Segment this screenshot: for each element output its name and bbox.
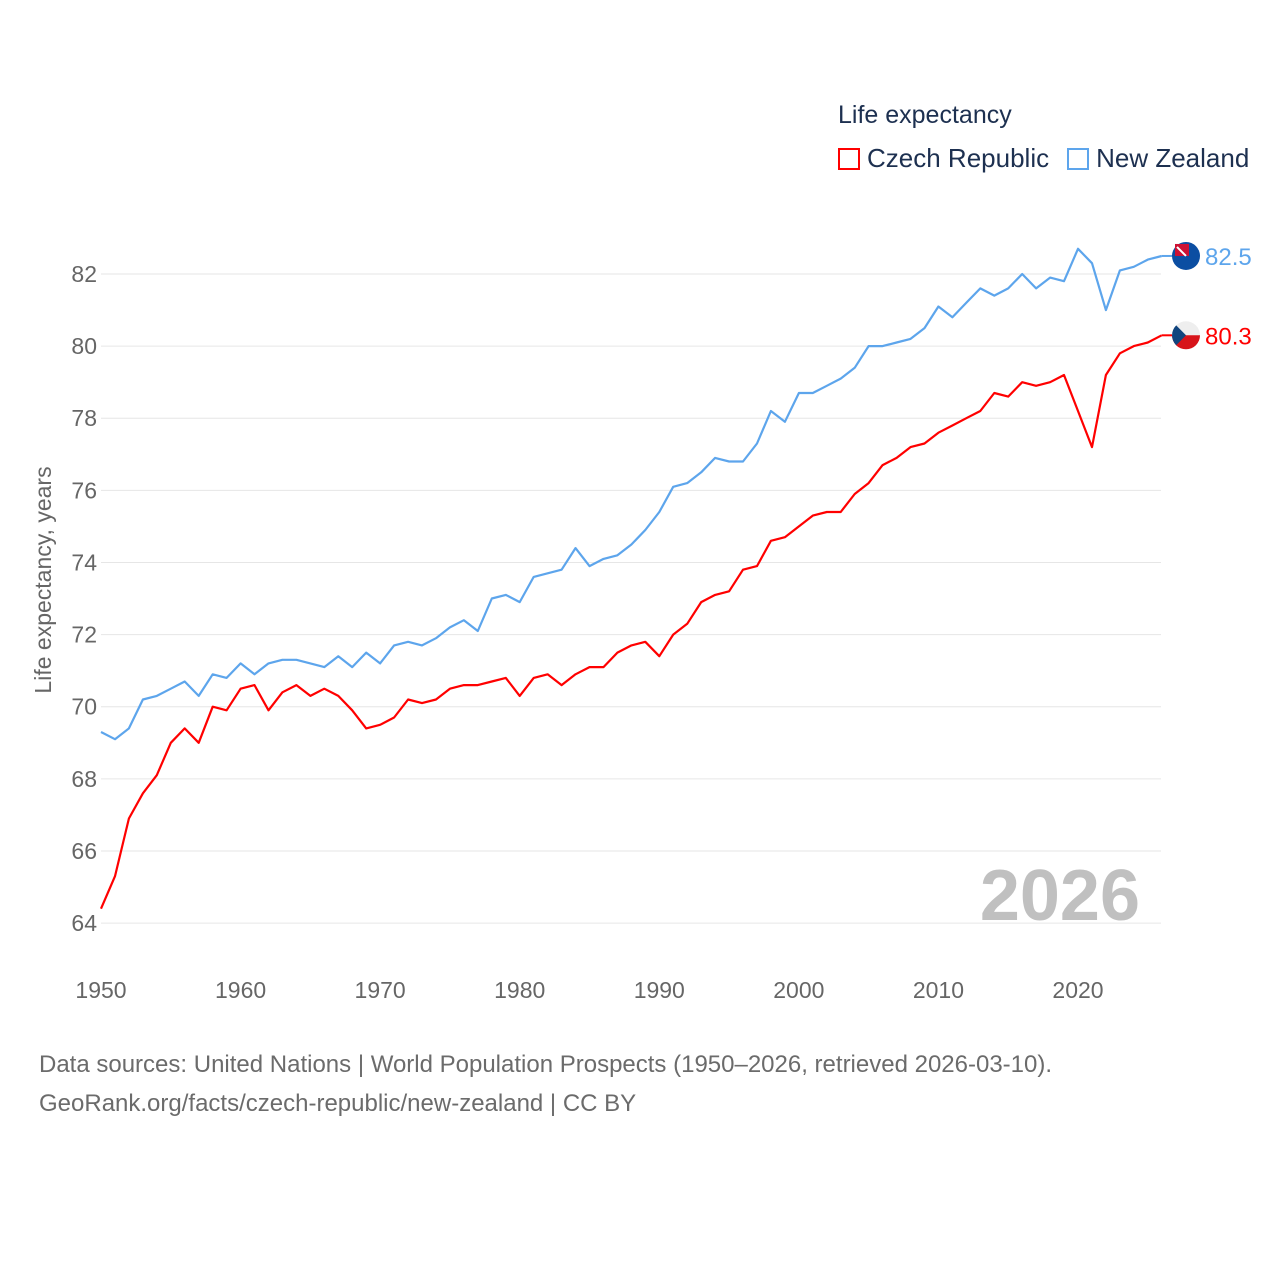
x-tick-label: 1990 <box>634 977 685 1003</box>
x-tick-label: 2000 <box>773 977 824 1003</box>
end-value-label: 82.5 <box>1205 244 1252 271</box>
new-zealand-flag-icon-union <box>1175 243 1189 256</box>
y-tick-label: 68 <box>71 766 97 792</box>
legend-swatch <box>838 147 860 170</box>
new-zealand-flag-icon-cross <box>1176 246 1187 257</box>
czech-flag-icon-blue <box>1172 325 1186 346</box>
y-tick-label: 78 <box>71 405 97 431</box>
year-watermark: 2026 <box>980 856 1140 936</box>
series-line-new-zealand <box>100 247 1162 741</box>
legend-item-czech-republic[interactable]: Czech Republic <box>838 143 1049 174</box>
footer: Data sources: United Nations | World Pop… <box>39 1045 1052 1123</box>
data-source-text: Data sources: United Nations | World Pop… <box>39 1051 1053 1078</box>
x-tick-label: 1950 <box>75 977 126 1003</box>
x-tick-label: 2020 <box>1052 977 1103 1003</box>
legend-title: Life expectancy <box>838 101 1012 129</box>
y-axis-label: Life expectancy, years <box>30 466 56 693</box>
legend-swatch <box>1067 147 1090 170</box>
x-tick-label: 1970 <box>355 977 406 1003</box>
x-tick-label: 1960 <box>215 977 266 1003</box>
y-tick-label: 74 <box>71 549 97 575</box>
end-value-label: 80.3 <box>1205 323 1252 350</box>
legend-item-new-zealand[interactable]: New Zealand <box>1067 143 1249 174</box>
y-tick-label: 70 <box>71 694 97 720</box>
y-tick-label: 76 <box>71 477 97 503</box>
y-tick-label: 72 <box>71 622 97 648</box>
legend: Czech Republic New Zealand <box>838 143 1249 174</box>
y-tick-label: 80 <box>71 333 97 359</box>
source-url-text: GeoRank.org/facts/czech-republic/new-zea… <box>39 1090 637 1117</box>
y-tick-label: 82 <box>71 261 97 287</box>
legend-label: New Zealand <box>1096 143 1250 173</box>
legend-label: Czech Republic <box>867 143 1050 173</box>
y-tick-label: 66 <box>71 838 97 864</box>
series-line-czech-republic <box>99 334 1163 910</box>
x-tick-label: 1980 <box>494 977 545 1003</box>
y-tick-label: 64 <box>71 910 97 936</box>
x-tick-label: 2010 <box>913 977 964 1003</box>
